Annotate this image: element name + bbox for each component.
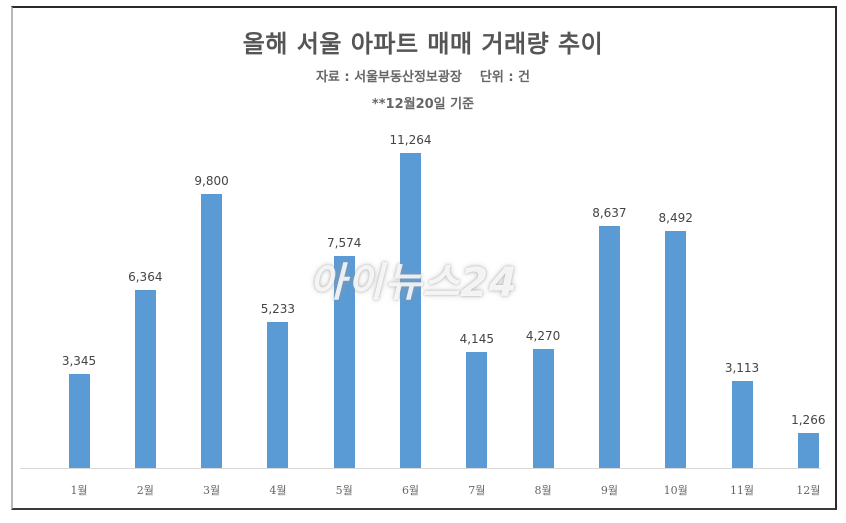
bar-value-label: 3,345 [61,354,97,369]
x-tick-label: 10월 [663,484,688,497]
bar-value-label: 4,145 [459,332,494,347]
bar-group: 5,233 [245,120,311,468]
x-tick-label: 5월 [335,484,353,497]
x-tick-label: 12월 [796,484,821,497]
bar-value-label: 3,113 [724,360,760,375]
plot-area: 3,345 6,364 9,800 5,233 7,574 11,264 4,145 4,27… [20,120,825,468]
bar-group: 8,637 [576,120,642,468]
bar-group: 6,364 [112,120,178,468]
x-tick-label: 11월 [729,484,755,497]
bar-group: 3,113 [709,120,775,468]
bar [333,256,355,468]
bar-value-label: 6,364 [128,270,163,285]
bar [598,226,620,468]
bar-value-label: 8,492 [658,210,693,225]
x-tick-label: 2월 [136,484,154,497]
bar-group: 11,264 [378,120,444,468]
bar-value-label: 4,270 [525,328,561,343]
x-tick-label: 4월 [269,484,287,497]
bar-value-label: 9,800 [194,173,229,188]
bar-value-label: 8,637 [592,206,627,221]
bar-group: 4,270 [510,120,576,468]
x-tick-label: 3월 [203,484,221,497]
bar [532,348,554,468]
bar-group: 8,492 [643,120,709,468]
bar-value-label: 11,264 [389,133,432,147]
bar [797,432,819,468]
bar [68,374,90,468]
bar-group: 7,574 [311,120,377,468]
bar-group: 1,266 [775,120,841,468]
bar-group: 9,800 [179,120,245,468]
x-tick-label: 7월 [468,484,486,497]
bar-group: 4,145 [444,120,510,468]
chart-subtitle: 자료 : 서울부동산정보광장 단위 : 건 [315,70,531,85]
chart-title: 올해 서울 아파트 매매 거래량 추이 [242,30,604,58]
bar-value-label: 5,233 [260,301,296,316]
bar [665,230,687,468]
bar [134,290,156,468]
chart-note: **12월20일 기준 [371,97,475,112]
x-tick-label: 6월 [401,484,420,497]
x-tick-label: 9월 [600,484,618,497]
bar [267,321,289,468]
bar [466,352,488,468]
x-tick-label: 1월 [70,484,88,497]
bar-group: 3,345 [46,120,112,468]
bar [400,153,421,468]
bar [201,193,223,468]
bar-value-label: 1,266 [791,412,826,427]
bar-value-label: 7,574 [327,236,362,251]
bar [731,380,753,468]
x-tick-label: 8월 [534,484,552,497]
x-axis-line [20,468,821,469]
